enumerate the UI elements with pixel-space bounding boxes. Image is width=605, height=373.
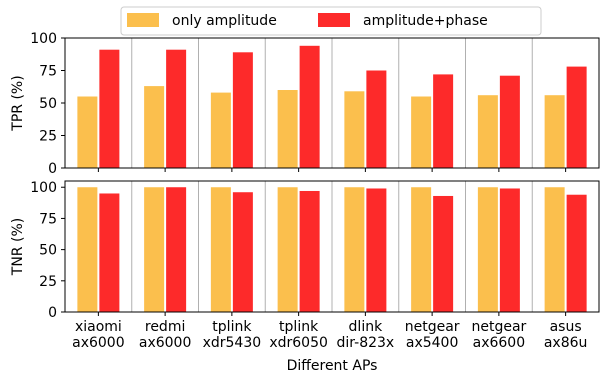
tnr-bar-only-amplitude-4 [344, 187, 365, 312]
tnr-bar-only-amplitude-1 [144, 187, 165, 312]
x-tick-label-7-0: asus [550, 319, 582, 335]
x-tick-label-4-1: dir-823x [337, 335, 395, 351]
tpr-y-tick-label: 50 [39, 96, 57, 112]
x-tick-label-3-0: tplink [279, 319, 319, 335]
tnr-panel: 0 25 50 75 100 TNR (%) [10, 180, 600, 321]
tnr-bar-amplitude-phase-6 [499, 188, 520, 312]
x-tick-label-6-0: netgear [471, 319, 526, 335]
x-tick-label-3-1: xdr6050 [269, 335, 328, 351]
x-tick-label-7-1: ax86u [544, 335, 588, 351]
tnr-y-tick-label: 25 [39, 274, 57, 290]
x-tick-label-5-1: ax5400 [406, 335, 459, 351]
tnr-y-tick-label: 100 [30, 180, 57, 196]
legend-label-only-amplitude: only amplitude [172, 13, 277, 29]
tpr-panel: 0 25 50 75 100 TPR (%) [10, 31, 600, 177]
tnr-bar-amplitude-phase-0 [99, 193, 120, 312]
tpr-bar-amplitude-phase-7 [566, 66, 587, 168]
tnr-y-tick-label: 0 [48, 305, 57, 321]
tpr-bar-only-amplitude-5 [411, 96, 432, 168]
tnr-y-tick-label: 75 [39, 211, 57, 227]
tpr-y-tick-label: 75 [39, 64, 57, 80]
x-tick-labels: xiaomiax6000redmiax6000tplinkxdr5430tpli… [72, 319, 587, 351]
tpr-bar-amplitude-phase-6 [499, 75, 520, 168]
legend-swatch-only-amplitude [127, 13, 159, 27]
tnr-bar-only-amplitude-3 [277, 187, 298, 312]
tpr-bar-amplitude-phase-0 [99, 49, 120, 169]
tpr-bar-amplitude-phase-2 [232, 52, 253, 168]
tpr-bar-only-amplitude-2 [210, 92, 231, 168]
tnr-axes-frame [64, 180, 600, 313]
tpr-bar-only-amplitude-6 [477, 95, 498, 168]
x-tick-label-1-0: redmi [145, 319, 185, 335]
tpr-bar-only-amplitude-7 [544, 95, 565, 168]
tnr-bar-amplitude-phase-5 [433, 195, 454, 312]
x-tick-label-0-0: xiaomi [75, 319, 122, 335]
x-tick-label-0-1: ax6000 [72, 335, 125, 351]
tnr-bar-only-amplitude-6 [477, 187, 498, 312]
legend-label-amplitude-phase: amplitude+phase [363, 13, 488, 29]
tnr-bar-amplitude-phase-3 [299, 190, 320, 312]
tnr-bar-only-amplitude-7 [544, 187, 565, 312]
tpr-y-tick-label: 0 [48, 161, 57, 177]
x-tick-label-5-0: netgear [405, 319, 460, 335]
tpr-bar-amplitude-phase-4 [366, 70, 387, 168]
x-tick-label-6-1: ax6600 [473, 335, 526, 351]
tpr-bar-only-amplitude-0 [77, 96, 98, 168]
tpr-bar-only-amplitude-1 [144, 86, 165, 168]
tnr-bar-amplitude-phase-4 [366, 188, 387, 312]
x-tick-label-2-1: xdr5430 [203, 335, 262, 351]
tnr-bar-only-amplitude-5 [411, 187, 432, 312]
legend-swatch-amplitude-phase [318, 13, 350, 27]
x-tick-label-1-1: ax6000 [139, 335, 192, 351]
legend: only amplitude amplitude+phase [120, 6, 542, 36]
tnr-y-tick-label: 50 [39, 243, 57, 259]
tnr-bar-only-amplitude-0 [77, 187, 98, 312]
x-tick-label-4-0: dlink [349, 319, 384, 335]
x-tick-label-2-0: tplink [212, 319, 252, 335]
tnr-bar-amplitude-phase-7 [566, 194, 587, 312]
tpr-y-tick-label: 100 [30, 31, 57, 47]
tnr-y-axis-title: TNR (%) [10, 218, 26, 276]
tpr-bar-amplitude-phase-1 [166, 49, 187, 169]
x-axis-title: Different APs [287, 358, 378, 373]
tnr-bar-only-amplitude-2 [210, 187, 231, 312]
tnr-bar-amplitude-phase-1 [166, 187, 187, 312]
tnr-bar-amplitude-phase-2 [232, 192, 253, 312]
tpr-bar-only-amplitude-4 [344, 91, 365, 168]
tpr-bar-amplitude-phase-5 [433, 74, 454, 168]
tpr-bar-amplitude-phase-3 [299, 45, 320, 168]
tpr-bar-only-amplitude-3 [277, 90, 298, 168]
tpr-y-axis-title: TPR (%) [10, 75, 26, 131]
tpr-y-tick-label: 25 [39, 129, 57, 145]
